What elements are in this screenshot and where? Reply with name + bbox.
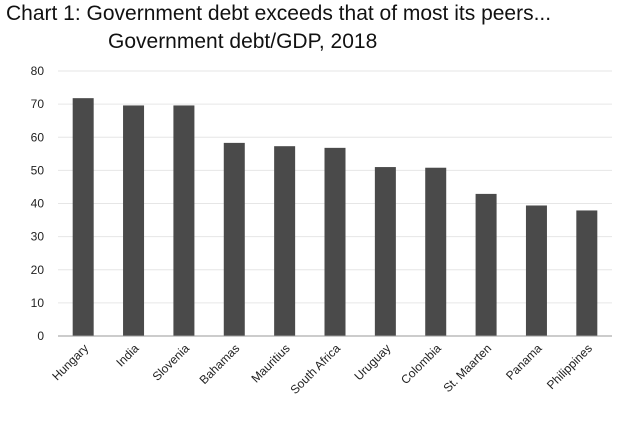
bar (173, 105, 195, 336)
x-tick-label: India (113, 341, 142, 370)
bar (324, 147, 346, 336)
y-tick-label: 60 (31, 130, 45, 144)
bar (274, 146, 296, 336)
bar (223, 142, 245, 336)
y-tick-label: 30 (31, 230, 45, 244)
x-tick-label: Colombia (398, 341, 444, 387)
y-axis-ticks: 0 10 20 30 40 50 60 70 80 (31, 64, 45, 343)
x-tick-label: South Africa (287, 341, 343, 397)
bar (72, 98, 94, 336)
x-tick-label: Philippines (544, 341, 595, 392)
bar (425, 167, 447, 336)
x-tick-label: Bahamas (197, 341, 243, 387)
x-tick-label: Uruguay (352, 341, 394, 383)
bars (72, 98, 598, 336)
bar (123, 105, 145, 336)
x-axis-labels: Hungary India Slovenia Bahamas MauritiusSout… (49, 341, 595, 397)
y-tick-label: 10 (31, 296, 45, 310)
y-tick-label: 80 (31, 64, 45, 78)
bar (525, 205, 547, 336)
x-tick-label: Hungary (49, 341, 91, 383)
bar (374, 167, 396, 336)
gridlines (58, 70, 612, 304)
y-tick-label: 70 (31, 97, 45, 111)
y-tick-label: 40 (31, 197, 45, 211)
x-tick-label: Mauritius (248, 341, 292, 385)
bar (576, 210, 598, 336)
bar (475, 193, 497, 336)
chart-subtitle: Government debt/GDP, 2018 (108, 30, 378, 53)
y-tick-label: 20 (31, 263, 45, 277)
y-tick-label: 50 (31, 163, 45, 177)
chart-title: Chart 1: Government debt exceeds that of… (6, 2, 552, 25)
x-tick-label: St. Maarten (440, 341, 494, 395)
x-tick-label: Panama (503, 341, 545, 383)
y-tick-label: 0 (37, 329, 44, 343)
x-tick-label: Slovenia (150, 341, 193, 384)
